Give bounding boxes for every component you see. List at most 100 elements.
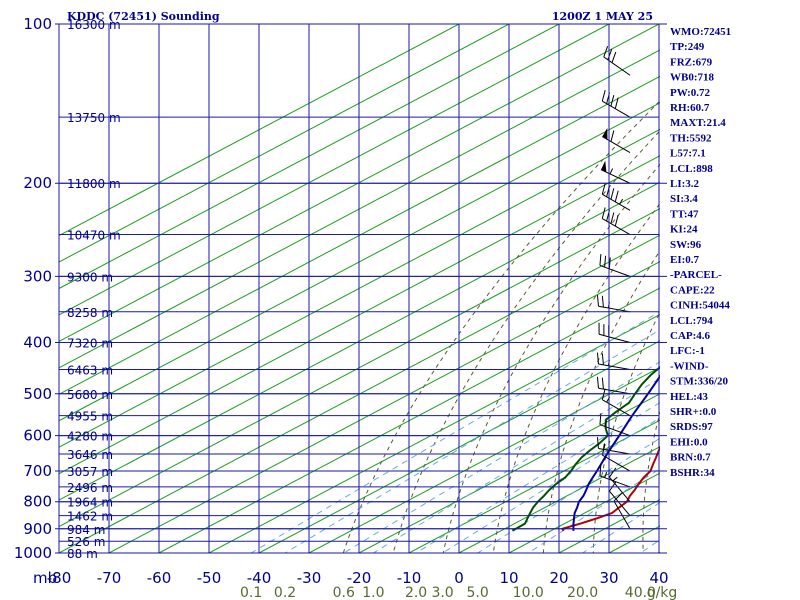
index-value: BSHR:34 — [670, 467, 715, 479]
height-label: 1462 m — [67, 510, 113, 524]
index-value: L57:7.1 — [670, 148, 706, 160]
pressure-tick-label: 800 — [23, 493, 52, 511]
mixing-ratio-label: 40.0 — [625, 585, 656, 600]
wind-barb — [599, 464, 631, 488]
isotherm-line — [258, 340, 660, 553]
pressure-tick-label: 600 — [23, 427, 52, 445]
isotherm-line — [308, 366, 660, 553]
wind-barb — [603, 46, 631, 76]
wind-barb — [596, 352, 631, 371]
wind-barb — [601, 89, 631, 118]
temperature-tick-label: -40 — [247, 569, 272, 587]
index-value: STM:336/20 — [670, 376, 729, 388]
height-label: 11800 m — [67, 177, 121, 191]
y-axis-unit-label: mb — [33, 569, 57, 587]
mixing-ratio-line — [284, 329, 660, 553]
temperature-tick-label: -70 — [97, 569, 122, 587]
mixing-ratio-line — [415, 401, 660, 553]
index-value: PW:0.72 — [670, 87, 711, 99]
temperature-profile-line — [561, 446, 660, 532]
index-value: EI:0.7 — [670, 254, 700, 266]
height-label: 4280 m — [67, 430, 113, 444]
temperature-tick-label: -10 — [397, 569, 422, 587]
mixing-ratio-unit: g/kg — [647, 585, 678, 600]
mixing-ratio-label: 10.0 — [513, 585, 544, 600]
mixing-ratio-label: 20.0 — [567, 585, 598, 600]
index-value: WMO:72451 — [670, 26, 731, 38]
index-value: LFC:-1 — [670, 345, 705, 357]
dry-adiabat-line — [783, 24, 800, 553]
isotherm-line — [59, 75, 660, 395]
temperature-tick-label: 20 — [549, 569, 568, 587]
temperature-tick-label: 10 — [499, 569, 518, 587]
index-value: CAP:4.6 — [670, 330, 711, 342]
isotherm-line — [458, 446, 660, 553]
temperature-tick-label: -30 — [297, 569, 322, 587]
mixing-ratio-label: 5.0 — [466, 585, 488, 600]
height-label: 4955 m — [67, 410, 113, 424]
temperature-tick-label: -20 — [347, 569, 372, 587]
wind-barb — [601, 207, 631, 235]
dry-adiabat-line — [738, 24, 800, 553]
dry-adiabat-line — [442, 163, 660, 553]
height-label: 526 m — [67, 535, 105, 549]
isotherm-line — [709, 24, 800, 553]
temperature-tick-label: 30 — [599, 569, 618, 587]
mixing-ratio-label: 2.0 — [405, 585, 427, 600]
stability-index-panel: WMO:72451 TP:249 FRZ:679 WB0:718 PW:0.72 RH:6… — [670, 26, 731, 479]
wind-barb — [609, 467, 631, 503]
isotherm-line — [358, 393, 660, 553]
pressure-tick-label: 1000 — [14, 544, 52, 562]
index-value: EHI:0.0 — [670, 436, 708, 448]
height-label: 5680 m — [67, 388, 113, 402]
mixing-ratio-label: 0.2 — [274, 585, 296, 600]
index-value: LCL:794 — [670, 315, 713, 327]
index-value: KI:24 — [670, 224, 698, 236]
index-value: FRZ:679 — [670, 56, 713, 68]
isotherm-line — [59, 24, 460, 237]
height-label: 3057 m — [67, 465, 113, 479]
mixing-ratio-label: 0.1 — [240, 585, 262, 600]
chart-time: 1200Z 1 MAY 25 — [552, 10, 653, 23]
height-label: 8258 m — [67, 306, 113, 320]
mixing-ratio-label: 1.0 — [362, 585, 384, 600]
pressure-tick-label: 700 — [23, 462, 52, 480]
pressure-tick-label: 400 — [23, 333, 52, 351]
index-value: MAXT:21.4 — [670, 117, 726, 129]
height-label: 16300 m — [67, 18, 121, 32]
index-value: LI:3.2 — [670, 178, 700, 190]
height-label: 3646 m — [67, 448, 113, 462]
mixing-ratio-line — [343, 361, 660, 553]
isotherm-line — [408, 419, 660, 553]
dry-adiabat-line — [642, 410, 660, 553]
dewpoint-profile-line — [511, 366, 660, 532]
pressure-tick-label: 900 — [23, 520, 52, 538]
height-label: 6463 m — [67, 364, 113, 378]
index-value: SW:96 — [670, 239, 702, 251]
wind-barb — [601, 443, 631, 472]
index-value: SRDS:97 — [670, 421, 713, 433]
index-value: HEL:43 — [670, 391, 708, 403]
isotherm-line — [59, 24, 560, 290]
temperature-tick-label: -60 — [147, 569, 172, 587]
height-label: 10470 m — [67, 229, 121, 243]
pressure-tick-label: 300 — [23, 267, 52, 285]
chart-title: KDDC (72451) Sounding — [67, 10, 220, 23]
index-value: TT:47 — [670, 208, 699, 220]
mixing-ratio-line — [640, 539, 660, 553]
index-value: RH:60.7 — [670, 102, 710, 114]
index-value: CINH:54044 — [670, 300, 730, 312]
wind-barb — [596, 376, 631, 395]
isotherm-line — [208, 313, 660, 553]
wind-barb — [602, 127, 631, 154]
index-value: CAPE:22 — [670, 284, 715, 296]
height-label: 2496 m — [67, 481, 113, 495]
pressure-tick-label: 500 — [23, 385, 52, 403]
temperature-tick-label: 40 — [649, 569, 668, 587]
index-value: -WIND- — [670, 360, 709, 372]
isotherm-line — [508, 472, 660, 553]
height-label: 9300 m — [67, 270, 113, 284]
index-value: TH:5592 — [670, 132, 712, 144]
index-value: LCL:898 — [670, 163, 713, 175]
